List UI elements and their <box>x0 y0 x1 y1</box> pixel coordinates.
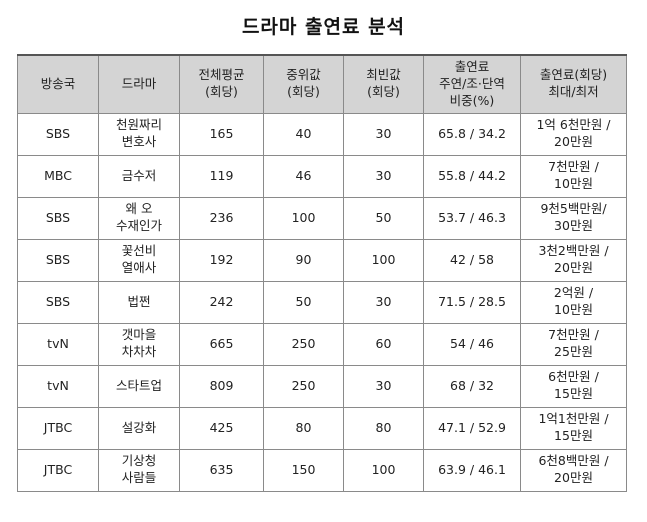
header-broadcaster: 방송국 <box>17 54 99 114</box>
cell-overall-average: 165 <box>179 112 264 156</box>
cell-median: 80 <box>263 406 344 450</box>
header-max-min: 출연료(회당) 최대/최저 <box>520 54 627 114</box>
cell-mode: 80 <box>343 406 424 450</box>
cell-fee-share: 53.7 / 46.3 <box>423 196 521 240</box>
table-body: SBS 천원짜리 변호사 165 40 30 65.8 / 34.2 1억 6천만원 / 2… <box>17 112 627 492</box>
cell-mode: 100 <box>343 448 424 492</box>
table-row: SBS 꽃선비 열애사 192 90 100 42 / 58 3천2백만원 / 20만원 <box>17 238 627 282</box>
header-fee-share: 출연료 주연/조·단역 비중(%) <box>423 54 521 114</box>
cell-overall-average: 635 <box>179 448 264 492</box>
header-row: 방송국 드라마 전체평균 (회당) 중위값 (회당) 최빈값 (회당) 출연료 … <box>17 54 627 114</box>
cell-max-min: 3천2백만원 / 20만원 <box>520 238 627 282</box>
cell-broadcaster: tvN <box>17 364 99 408</box>
cell-fee-share: 63.9 / 46.1 <box>423 448 521 492</box>
cell-fee-share: 42 / 58 <box>423 238 521 282</box>
cell-max-min: 6천만원 / 15만원 <box>520 364 627 408</box>
cell-max-min: 2억원 / 10만원 <box>520 280 627 324</box>
cell-broadcaster: SBS <box>17 196 99 240</box>
cell-max-min: 9천5백만원/ 30만원 <box>520 196 627 240</box>
table-row: tvN 갯마을 차차차 665 250 60 54 / 46 7천만원 / 25만원 <box>17 322 627 366</box>
table-row: JTBC 설강화 425 80 80 47.1 / 52.9 1억1천만원 / 15만원 <box>17 406 627 450</box>
header-overall-average: 전체평균 (회당) <box>179 54 264 114</box>
cell-fee-share: 55.8 / 44.2 <box>423 154 521 198</box>
cell-drama: 갯마을 차차차 <box>98 322 180 366</box>
cell-broadcaster: SBS <box>17 238 99 282</box>
cell-median: 250 <box>263 322 344 366</box>
cell-drama: 설강화 <box>98 406 180 450</box>
cell-overall-average: 665 <box>179 322 264 366</box>
cell-overall-average: 425 <box>179 406 264 450</box>
cell-median: 40 <box>263 112 344 156</box>
cell-median: 90 <box>263 238 344 282</box>
cell-broadcaster: JTBC <box>17 448 99 492</box>
cell-median: 46 <box>263 154 344 198</box>
header-median: 중위값 (회당) <box>263 54 344 114</box>
table-row: SBS 법쩐 242 50 30 71.5 / 28.5 2억원 / 10만원 <box>17 280 627 324</box>
cell-max-min: 7천만원 / 25만원 <box>520 322 627 366</box>
cell-max-min: 7천만원 / 10만원 <box>520 154 627 198</box>
cell-mode: 30 <box>343 364 424 408</box>
cell-drama: 스타트업 <box>98 364 180 408</box>
cell-fee-share: 54 / 46 <box>423 322 521 366</box>
cell-fee-share: 65.8 / 34.2 <box>423 112 521 156</box>
cell-fee-share: 71.5 / 28.5 <box>423 280 521 324</box>
cell-fee-share: 47.1 / 52.9 <box>423 406 521 450</box>
cell-drama: 법쩐 <box>98 280 180 324</box>
header-mode: 최빈값 (회당) <box>343 54 424 114</box>
cell-max-min: 6천8백만원 / 20만원 <box>520 448 627 492</box>
cell-mode: 100 <box>343 238 424 282</box>
table-title: 드라마 출연료 분석 <box>241 16 406 38</box>
cell-overall-average: 242 <box>179 280 264 324</box>
cell-overall-average: 809 <box>179 364 264 408</box>
cell-broadcaster: SBS <box>17 112 99 156</box>
cell-median: 100 <box>263 196 344 240</box>
cell-broadcaster: tvN <box>17 322 99 366</box>
cell-mode: 30 <box>343 112 424 156</box>
cell-broadcaster: MBC <box>17 154 99 198</box>
cell-drama: 꽃선비 열애사 <box>98 238 180 282</box>
cell-mode: 30 <box>343 154 424 198</box>
cell-max-min: 1억1천만원 / 15만원 <box>520 406 627 450</box>
cell-median: 150 <box>263 448 344 492</box>
table-row: SBS 왜 오 수재인가 236 100 50 53.7 / 46.3 9천5백만원/ 30… <box>17 196 627 240</box>
cell-mode: 60 <box>343 322 424 366</box>
cell-max-min: 1억 6천만원 / 20만원 <box>520 112 627 156</box>
cell-mode: 30 <box>343 280 424 324</box>
cell-broadcaster: SBS <box>17 280 99 324</box>
cell-fee-share: 68 / 32 <box>423 364 521 408</box>
cell-median: 250 <box>263 364 344 408</box>
table-row: SBS 천원짜리 변호사 165 40 30 65.8 / 34.2 1억 6천만원 / 2… <box>17 112 627 156</box>
table-row: JTBC 기상청 사람들 635 150 100 63.9 / 46.1 6천8백만원 / … <box>17 448 627 492</box>
cell-broadcaster: JTBC <box>17 406 99 450</box>
table-row: MBC 금수저 119 46 30 55.8 / 44.2 7천만원 / 10만원 <box>17 154 627 198</box>
cell-overall-average: 119 <box>179 154 264 198</box>
cell-overall-average: 236 <box>179 196 264 240</box>
fee-analysis-table: 방송국 드라마 전체평균 (회당) 중위값 (회당) 최빈값 (회당) 출연료 … <box>17 54 627 492</box>
cell-drama: 왜 오 수재인가 <box>98 196 180 240</box>
cell-median: 50 <box>263 280 344 324</box>
cell-overall-average: 192 <box>179 238 264 282</box>
cell-drama: 기상청 사람들 <box>98 448 180 492</box>
table-row: tvN 스타트업 809 250 30 68 / 32 6천만원 / 15만원 <box>17 364 627 408</box>
cell-drama: 금수저 <box>98 154 180 198</box>
header-drama: 드라마 <box>98 54 180 114</box>
cell-drama: 천원짜리 변호사 <box>98 112 180 156</box>
cell-mode: 50 <box>343 196 424 240</box>
